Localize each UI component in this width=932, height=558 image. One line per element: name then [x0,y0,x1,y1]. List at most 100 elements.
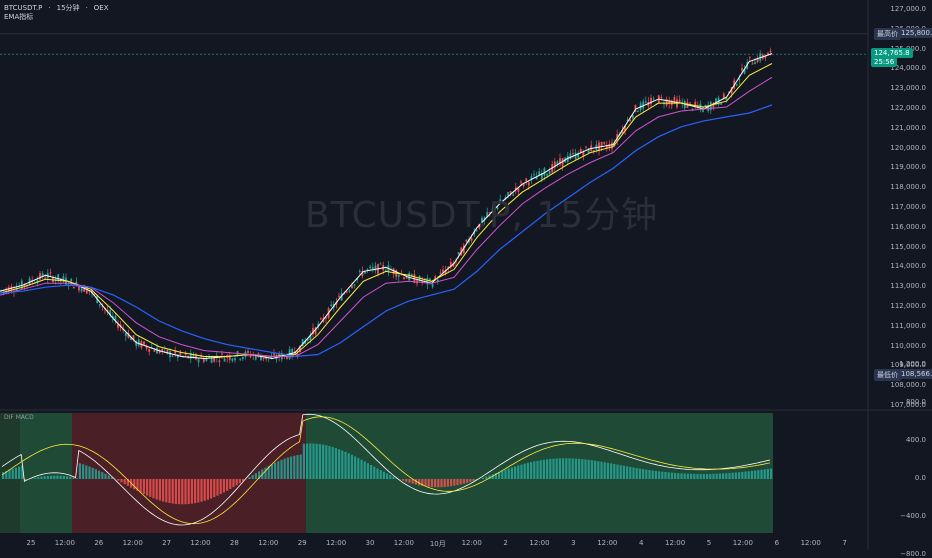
macd-hist-bar [322,445,324,479]
candle-body [674,97,676,100]
time-tick: 30 [366,539,375,547]
macd-hist-bar [389,475,391,479]
candle-body [351,286,353,288]
time-tick: 12:00 [394,539,414,547]
candle-body [221,353,223,354]
price-tick: 122,000.0 [890,104,926,112]
macd-hist-bar [63,476,65,479]
time-tick: 5 [707,539,711,547]
candle-body [367,269,369,270]
macd-hist-bar [709,474,711,479]
candle-body [739,79,741,80]
macd-hist-bar [597,461,599,479]
candle-body [320,318,322,319]
macd-hist-bar [684,474,686,479]
macd-hist-bar [309,443,311,479]
macd-hist-bar [549,459,551,479]
price-tick: 111,000.0 [890,322,926,330]
time-tick: 3 [571,539,575,547]
macd-hist-bar [616,465,618,479]
macd-hist-bar [140,479,142,493]
macd-hist-bar [508,469,510,479]
macd-hist-bar [466,479,468,483]
macd-hist-bar [408,479,410,483]
macd-hist-bar [312,443,314,479]
macd-hist-bar [629,467,631,479]
macd-hist-bar [591,460,593,479]
price-axis[interactable]: 127,000.0126,000.0125,000.0124,000.0123,… [870,0,932,550]
macd-hist-bar [767,469,769,479]
macd-hist-bar [565,458,567,479]
candle-body [338,296,340,297]
macd-hist-bar [370,465,372,479]
macd-hist-bar [117,479,119,481]
macd-hist-bar [645,470,647,479]
macd-hist-bar [165,479,167,502]
candle-body [471,238,473,240]
candle-body [154,350,156,352]
macd-zone [306,413,773,533]
macd-hist-bar [277,461,279,479]
macd-hist-bar [604,462,606,479]
macd-hist-bar [152,479,154,498]
candle-body [255,356,257,360]
macd-hist-bar [760,470,762,479]
macd-hist-bar [386,473,388,479]
candle-body [354,285,356,286]
time-tick: 12:00 [733,539,753,547]
price-tick: 115,000.0 [890,243,926,251]
candle-body [148,349,150,352]
macd-tick: 0.0 [915,474,926,482]
macd-hist-bar [191,479,193,504]
macd-hist-bar [485,477,487,479]
macd-hist-bar [504,470,506,479]
price-tick: 120,000.0 [890,144,926,152]
candle-body [525,178,527,181]
macd-hist-bar [748,471,750,479]
candle-body [198,359,200,362]
macd-hist-bar [623,466,625,479]
candle-body [611,143,613,149]
macd-hist-bar [200,479,202,502]
macd-tick: 400.0 [906,436,926,444]
symbol-name[interactable]: BTCUSDT.P [4,4,42,13]
macd-hist-bar [210,479,212,498]
macd-hist-bar [44,476,46,479]
candle-body [224,359,226,362]
macd-hist-bar [636,468,638,479]
time-tick: 26 [94,539,103,547]
candle-body [403,277,405,279]
macd-hist-bar [626,466,628,479]
time-tick: 25 [27,539,36,547]
exchange-label: OEX [94,4,109,13]
time-tick: 4 [639,539,643,547]
time-tick: 6 [775,539,779,547]
macd-title[interactable]: DIF MACD [4,414,34,421]
candle-body [138,339,140,345]
macd-hist-bar [34,478,36,479]
macd-hist-bar [82,464,84,479]
macd-hist-bar [146,479,148,496]
candle-body [593,150,595,151]
candle-body [263,358,265,359]
macd-hist-bar [66,476,68,479]
macd-hist-bar [693,474,695,479]
candle-body [39,273,41,279]
macd-hist-bar [716,474,718,479]
candle-body [369,266,371,268]
macd-hist-bar [15,468,17,479]
macd-hist-bar [37,477,39,479]
macd-hist-bar [456,479,458,485]
time-tick: 12:00 [529,539,549,547]
time-tick: 12:00 [597,539,617,547]
macd-hist-bar [293,456,295,479]
macd-hist-bar [341,450,343,479]
macd-hist-bar [2,472,4,479]
indicator-label[interactable]: EMA指标 [4,13,109,22]
candle-body [749,57,751,58]
macd-hist-bar [325,445,327,479]
low-price-badge: 108,566.1 [898,369,932,379]
macd-hist-bar [696,474,698,479]
interval-label[interactable]: 15分钟 [57,4,80,13]
